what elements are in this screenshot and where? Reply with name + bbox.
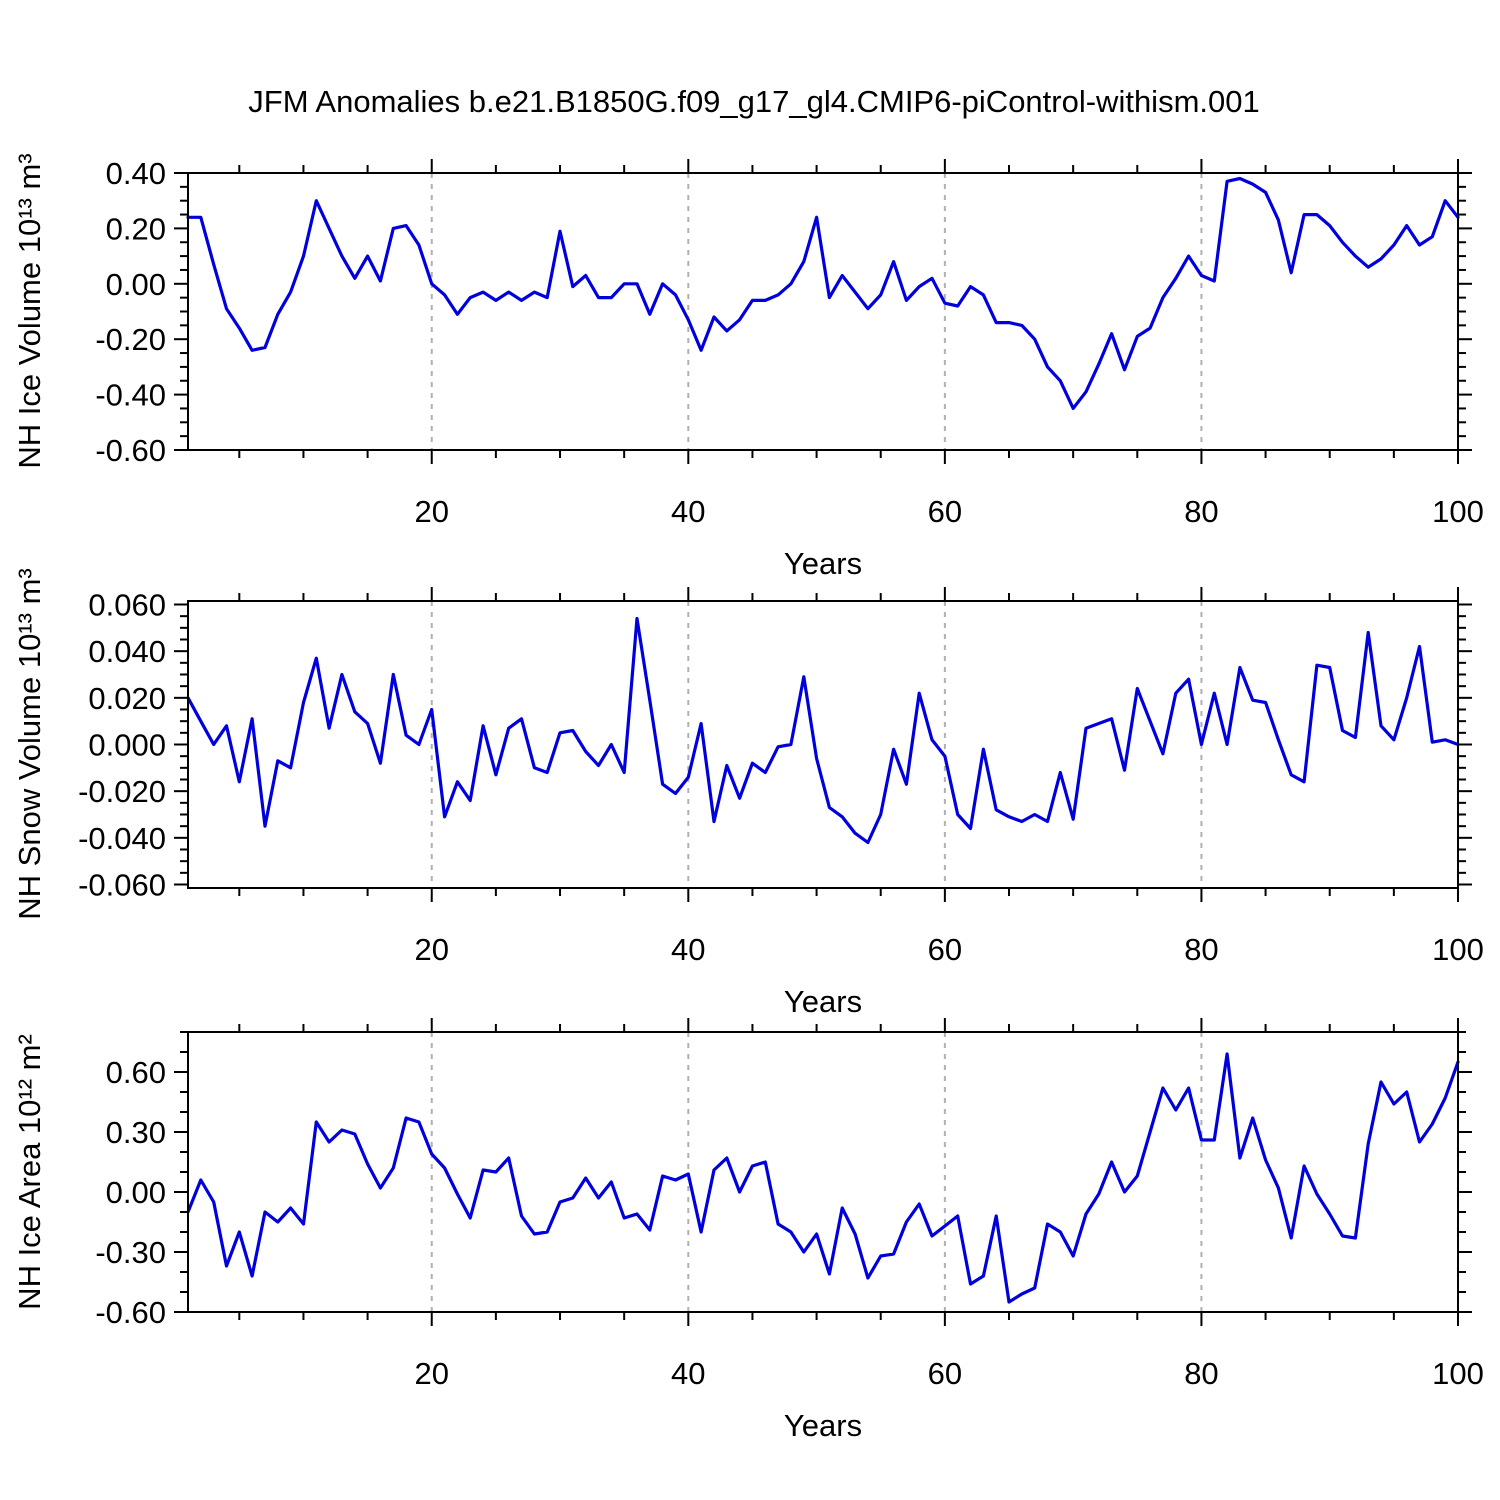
- panel2-y-tick-label: 0.000: [88, 728, 166, 763]
- panel1-y-tick-label: -0.20: [95, 322, 166, 357]
- panel1-y-tick-label: -0.40: [95, 378, 166, 413]
- panel3-x-tick-label: 80: [1184, 1356, 1218, 1391]
- panel3-x-axis-title: Years: [783, 1408, 863, 1443]
- panel2-x-axis-title: Years: [783, 984, 863, 1019]
- panel1-x-tick-label: 40: [671, 494, 705, 529]
- panel1-x-tick-label: 20: [414, 494, 448, 529]
- panel2-gridlines: [430, 601, 1203, 888]
- panel2-y-tick-label: 0.040: [88, 634, 166, 669]
- panel2-y-tick-label: -0.060: [78, 868, 166, 903]
- panel2-x-tick-label: 20: [414, 932, 448, 967]
- panel3-gridlines: [430, 1032, 1203, 1312]
- panel2-y-tick-label: -0.020: [78, 774, 166, 809]
- panel1-y-tick-label: 0.00: [106, 267, 166, 302]
- panel2-ticks: 20 40 60 80 100 0.060 0.040 0.020 0.000 -0.020 -0.…: [78, 587, 1484, 967]
- panel2-data-line: [186, 616, 1460, 845]
- panel1-y-tick-label: -0.60: [95, 433, 166, 468]
- panel1-x-tick-label: 80: [1184, 494, 1218, 529]
- panel3-y-tick-label: 0.30: [106, 1115, 166, 1150]
- panel3-ticks: 20 40 60 80 100 0.60 0.30 0.00 -0.30 -0.60: [95, 1018, 1484, 1391]
- figure-title: JFM Anomalies b.e21.B1850G.f09_g17_gl4.C…: [248, 84, 1260, 119]
- panel1-x-axis-title: Years: [783, 546, 863, 581]
- panel3-y-tick-label: 0.60: [106, 1055, 166, 1090]
- panel3-x-tick-label: 40: [671, 1356, 705, 1391]
- panel2-y-tick-label: 0.020: [88, 681, 166, 716]
- panel2-x-tick-label: 100: [1432, 932, 1484, 967]
- panel3-y-tick-label: 0.00: [106, 1175, 166, 1210]
- panel3-data-line: [186, 1052, 1460, 1304]
- panel3-frame: [187, 1031, 1459, 1313]
- panel2: 20 40 60 80 100 0.060 0.040 0.020 0.000 -0.020 -0.…: [78, 587, 1484, 967]
- panel1-y-tick-label: 0.20: [106, 211, 166, 246]
- panel3-x-tick-label: 100: [1432, 1356, 1484, 1391]
- panel1-data-line: [186, 176, 1460, 410]
- panel1-x-tick-label: 100: [1432, 494, 1484, 529]
- panel3-y-tick-label: -0.30: [95, 1235, 166, 1270]
- panel1-x-tick-label: 60: [928, 494, 962, 529]
- panel1-gridlines: [430, 173, 1203, 450]
- panel2-y-tick-label: -0.040: [78, 821, 166, 856]
- panel3-x-tick-label: 60: [928, 1356, 962, 1391]
- panel3-y-tick-label: -0.60: [95, 1295, 166, 1330]
- panel2-frame: [187, 600, 1459, 889]
- panel1-ticks: 20 40 60 80 100 0.40 0.20 0.00 -0.20 -0.40 -0.60: [95, 156, 1484, 529]
- panel2-y-tick-label: 0.060: [88, 588, 166, 623]
- panel2-x-tick-label: 60: [928, 932, 962, 967]
- panel1-frame: [187, 172, 1459, 451]
- panel2-x-tick-label: 40: [671, 932, 705, 967]
- panel3: 20 40 60 80 100 0.60 0.30 0.00 -0.30 -0.60: [95, 1018, 1484, 1391]
- panel1: 20 40 60 80 100 0.40 0.20 0.00 -0.20 -0.40 -0.60: [95, 156, 1484, 529]
- panel1-y-tick-label: 0.40: [106, 156, 166, 191]
- panel3-x-tick-label: 20: [414, 1356, 448, 1391]
- panel2-x-tick-label: 80: [1184, 932, 1218, 967]
